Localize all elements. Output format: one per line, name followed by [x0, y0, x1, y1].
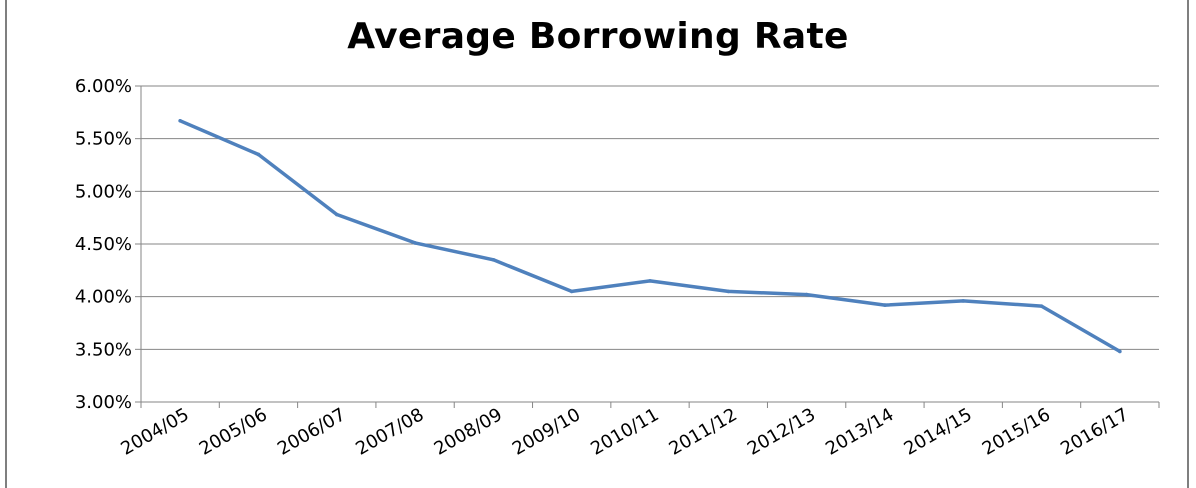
axes [135, 85, 1160, 408]
x-axis-tick-label: 2013/14 [822, 404, 897, 460]
x-axis-tick-label: 2016/17 [1057, 404, 1132, 460]
gridlines [141, 85, 1159, 350]
y-axis-tick-label: 3.50% [75, 339, 132, 360]
x-axis-tick-label: 2007/08 [352, 404, 427, 460]
y-axis-tick-label: 4.00% [75, 287, 132, 308]
data-point [1118, 349, 1122, 354]
x-axis-tick-label: 2014/15 [900, 404, 975, 460]
data-point [569, 289, 574, 294]
data-point [334, 212, 339, 217]
x-axis-tick-label: 2011/12 [666, 404, 741, 460]
data-point [804, 292, 809, 297]
x-axis-tick-label: 2012/13 [744, 404, 819, 460]
y-axis-tick-label: 4.50% [75, 234, 132, 255]
y-axis-tick-label: 5.50% [75, 129, 132, 150]
y-axis-tick-label: 6.00% [75, 76, 132, 97]
data-point [491, 258, 496, 262]
y-axis-tick-label: 5.00% [75, 181, 132, 202]
chart-title: Average Borrowing Rate [347, 16, 849, 57]
data-point [883, 303, 887, 307]
x-axis-tick-label: 2010/11 [587, 404, 662, 460]
data-point [178, 118, 182, 123]
x-axis-tick-label: 2005/06 [196, 404, 271, 460]
y-axis-tick-labels: 3.00% 3.50% 4.00% 4.50% 5.00% 5.50% 6.00% [75, 76, 132, 413]
y-axis-tick-label: 3.00% [75, 392, 132, 413]
series-layer [178, 118, 1122, 354]
series-line [178, 119, 1122, 354]
data-point [726, 289, 731, 294]
data-point [413, 241, 417, 245]
x-axis-tick-labels: 2004/05 2005/06 2006/07 2007/08 2008/09 2009/… [117, 404, 1132, 460]
x-axis-tick-label: 2015/16 [979, 404, 1054, 460]
x-axis-tick-label: 2006/07 [274, 404, 349, 460]
data-point [648, 279, 652, 283]
data-point [961, 299, 966, 303]
x-axis-tick-label: 2009/10 [509, 404, 584, 460]
x-axis-tick-label: 2008/09 [431, 404, 506, 460]
data-point [1039, 304, 1044, 308]
data-point [256, 152, 261, 157]
